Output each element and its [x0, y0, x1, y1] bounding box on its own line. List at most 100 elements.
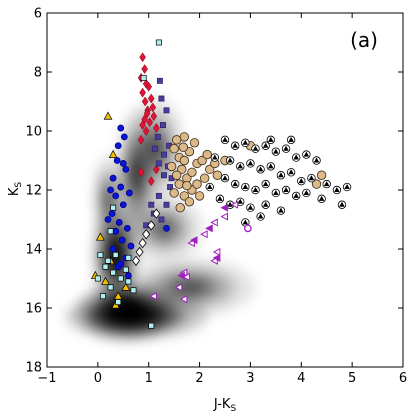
point-6-20-tri	[222, 175, 228, 181]
point-8-9	[149, 292, 157, 301]
point-6-15-tri	[278, 172, 284, 178]
point-6-44	[256, 212, 265, 221]
x-axis-title-main: J-K	[213, 397, 231, 412]
point-4-14	[94, 275, 101, 282]
point-1-15	[148, 201, 155, 208]
y-tick-label-5: 16	[25, 302, 42, 317]
point-9-4	[177, 271, 185, 280]
point-4-15	[122, 266, 129, 273]
point-6-37	[276, 206, 286, 215]
point-6-8-tri	[303, 151, 310, 157]
point-2-20	[123, 224, 131, 232]
point-0-14	[150, 111, 158, 122]
point-0-16	[137, 134, 145, 145]
point-2-18	[107, 186, 114, 194]
point-9-3	[212, 253, 221, 262]
point-2-19	[125, 189, 133, 197]
point-6-8	[302, 150, 311, 159]
point-6-2-tri	[242, 139, 249, 145]
point-0-12	[142, 126, 150, 136]
point-1-17	[151, 145, 158, 152]
point-6-24	[261, 179, 270, 189]
x-tick-label-4: 3	[246, 371, 254, 386]
point-6-6-tri	[283, 145, 289, 151]
point-2-21	[163, 224, 170, 232]
point-4-8	[107, 284, 114, 291]
point-6-12	[246, 159, 255, 168]
point-6-14	[266, 162, 275, 171]
point-6-36	[261, 200, 270, 209]
point-6-1	[230, 141, 240, 150]
point-6-35-tri	[247, 204, 254, 210]
point-1-1	[158, 95, 165, 102]
point-6-41-tri	[288, 136, 294, 142]
point-4-12	[130, 287, 137, 294]
point-2-0	[117, 124, 125, 132]
point-4-11	[115, 299, 122, 306]
point-5-14	[179, 191, 190, 201]
x-tick-label-7: 6	[399, 371, 407, 386]
point-6-14-tri	[267, 163, 274, 169]
point-4-13	[105, 257, 111, 264]
point-6-17-tri	[298, 178, 305, 184]
point-6-22	[241, 182, 250, 192]
point-5-9	[197, 155, 207, 166]
point-6-11-tri	[237, 163, 244, 169]
point-8-10	[179, 295, 188, 304]
x-tick-label-3: 2	[195, 371, 203, 386]
point-5-10	[189, 138, 200, 148]
point-6-31-tri	[344, 184, 350, 190]
point-2-5	[109, 174, 117, 182]
x-axis-title: J-KS	[213, 397, 237, 414]
point-6-32	[215, 194, 225, 204]
point-5-5	[171, 170, 182, 180]
point-6-19-tri	[323, 181, 330, 187]
point-6-28	[302, 188, 311, 198]
point-6-43-tri	[339, 201, 345, 207]
point-1-0	[156, 77, 163, 84]
point-5-17	[199, 173, 210, 183]
point-1-9	[167, 184, 174, 190]
point-0-11	[146, 117, 154, 128]
point-2-16	[124, 272, 132, 279]
point-8-1	[220, 212, 228, 221]
point-6-15	[276, 171, 286, 180]
point-0-6	[141, 96, 149, 107]
point-4-0	[155, 39, 162, 46]
point-6-12-tri	[247, 160, 254, 166]
y-tick-label-4: 14	[25, 243, 42, 258]
point-8-3	[200, 230, 208, 239]
point-5-32	[316, 170, 327, 180]
point-6-5	[271, 147, 281, 156]
point-0-7	[147, 93, 155, 104]
point-8-8	[174, 283, 183, 292]
point-6-17	[297, 176, 306, 186]
point-0-18	[147, 176, 155, 187]
point-0-13	[139, 120, 146, 131]
point-3-1	[108, 149, 118, 158]
point-6-18	[307, 173, 316, 183]
point-6-43	[337, 200, 347, 209]
point-6-7	[292, 153, 301, 162]
point-6-35	[246, 203, 255, 212]
point-2-23	[104, 216, 112, 223]
point-5-13	[169, 188, 179, 198]
point-5-29	[178, 142, 188, 152]
point-5-12	[174, 179, 184, 189]
point-6-22-tri	[242, 184, 249, 190]
point-6-26	[281, 185, 291, 195]
point-2-1	[120, 133, 128, 141]
point-0-0	[139, 52, 146, 63]
point-4-6	[110, 269, 117, 276]
point-6-9	[312, 156, 321, 165]
point-8-4	[212, 247, 221, 256]
point-6-39	[205, 182, 214, 192]
point-0-15	[153, 123, 160, 134]
point-6-10-tri	[227, 157, 233, 163]
x-axis-title-sub: S	[230, 404, 236, 414]
point-0-5	[145, 81, 153, 92]
point-10-0	[244, 224, 252, 233]
y-tick-label-6: 18	[25, 361, 42, 376]
point-2-7	[112, 192, 120, 200]
point-2-11	[112, 227, 120, 235]
